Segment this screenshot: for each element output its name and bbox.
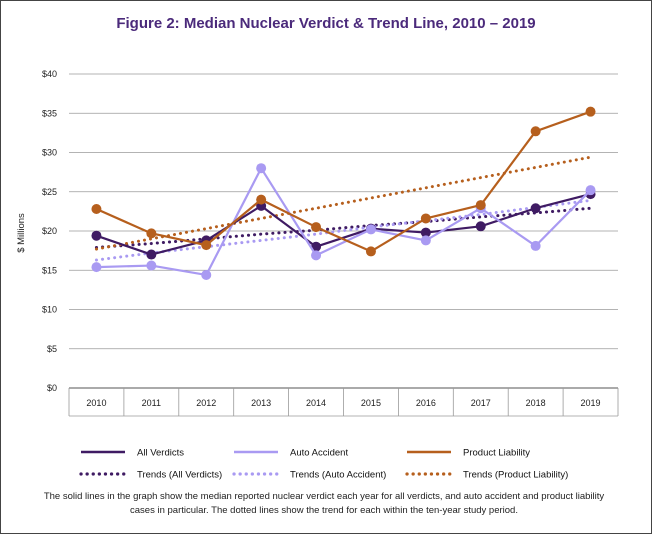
- legend-label: Product Liability: [463, 448, 530, 459]
- legend-item: Trends (All Verdicts): [79, 470, 222, 481]
- series-all-verdicts: [91, 189, 596, 260]
- data-point: [256, 163, 267, 174]
- series-line: [94, 155, 593, 251]
- series-line: [96, 167, 592, 277]
- y-tick-label: $25: [42, 187, 57, 197]
- x-tick-label: 2011: [142, 398, 161, 408]
- y-tick-label: $0: [47, 383, 57, 393]
- data-point: [475, 221, 486, 232]
- x-tick-label: 2018: [526, 398, 546, 408]
- data-point: [91, 262, 102, 273]
- x-tick-label: 2016: [416, 398, 436, 408]
- data-point: [201, 269, 212, 280]
- legend-label: Trends (All Verdicts): [137, 470, 222, 481]
- data-point: [475, 200, 486, 211]
- legend-item: Trends (Auto Accident): [232, 470, 386, 481]
- data-point: [146, 249, 157, 260]
- legend-item: All Verdicts: [81, 448, 184, 459]
- data-point: [530, 240, 541, 251]
- legend-item: Auto Accident: [234, 448, 348, 459]
- x-tick-label: 2013: [251, 398, 271, 408]
- data-point: [365, 224, 376, 235]
- y-axis-label: $ Millions: [16, 213, 27, 253]
- data-point: [420, 213, 431, 224]
- y-axis-ticks: $0 $5 $10 $15 $20 $25 $30 $35 $40: [42, 69, 57, 393]
- x-tick-label: 2015: [361, 398, 381, 408]
- line-chart: $0$5$10$15$20$25$30$35$40 2010 2011 2012 20…: [16, 69, 619, 481]
- series-line: [94, 198, 593, 262]
- data-point: [311, 250, 322, 261]
- x-tick-label: 2017: [471, 398, 491, 408]
- data-point: [91, 204, 102, 215]
- legend-item: Trends (Product Liability): [405, 470, 568, 481]
- x-axis-ticks: 2010 2011 2012 2013 2014 2015 2016 2017 2018 2019: [86, 398, 600, 408]
- series-trends-auto-accident: [94, 198, 593, 262]
- series-auto-accident: [91, 163, 596, 280]
- data-point: [365, 246, 376, 257]
- data-point: [146, 228, 157, 239]
- chart-caption: The solid lines in the graph show the me…: [43, 491, 605, 516]
- y-tick-label: $15: [42, 265, 57, 275]
- data-point: [530, 126, 541, 137]
- y-tick-label: $10: [42, 305, 57, 315]
- data-point: [146, 260, 157, 271]
- legend-label: Auto Accident: [290, 448, 348, 459]
- x-tick-label: 2019: [581, 398, 601, 408]
- x-tick-label: 2012: [196, 398, 216, 408]
- legend: All Verdicts Auto Accident Product Liabili…: [79, 448, 568, 481]
- series-lines: [91, 106, 596, 280]
- data-point: [420, 227, 431, 238]
- series-line: [96, 193, 591, 256]
- data-point: [201, 240, 212, 251]
- series-line: [96, 110, 591, 253]
- data-point: [256, 194, 267, 205]
- data-point: [91, 230, 102, 241]
- series-trends-product-liability: [94, 155, 593, 251]
- data-point: [585, 185, 596, 196]
- legend-label: Trends (Product Liability): [463, 470, 568, 481]
- y-tick-label: $5: [47, 344, 57, 354]
- y-tick-label: $35: [42, 108, 57, 118]
- series-product-liability: [91, 106, 596, 257]
- chart-title: Figure 2: Median Nuclear Verdict & Trend…: [116, 15, 536, 32]
- data-point: [311, 241, 322, 252]
- y-tick-label: $40: [42, 69, 57, 79]
- x-tick-label: 2010: [86, 398, 106, 408]
- legend-item: Product Liability: [407, 448, 530, 459]
- y-tick-label: $20: [42, 226, 57, 236]
- x-tick-label: 2014: [306, 398, 326, 408]
- y-tick-label: $30: [42, 148, 57, 158]
- data-point: [311, 222, 322, 233]
- gridlines: [68, 73, 619, 417]
- legend-label: All Verdicts: [137, 448, 184, 459]
- data-point: [585, 106, 596, 117]
- data-point: [420, 235, 431, 246]
- data-point: [530, 203, 541, 214]
- legend-label: Trends (Auto Accident): [290, 470, 386, 481]
